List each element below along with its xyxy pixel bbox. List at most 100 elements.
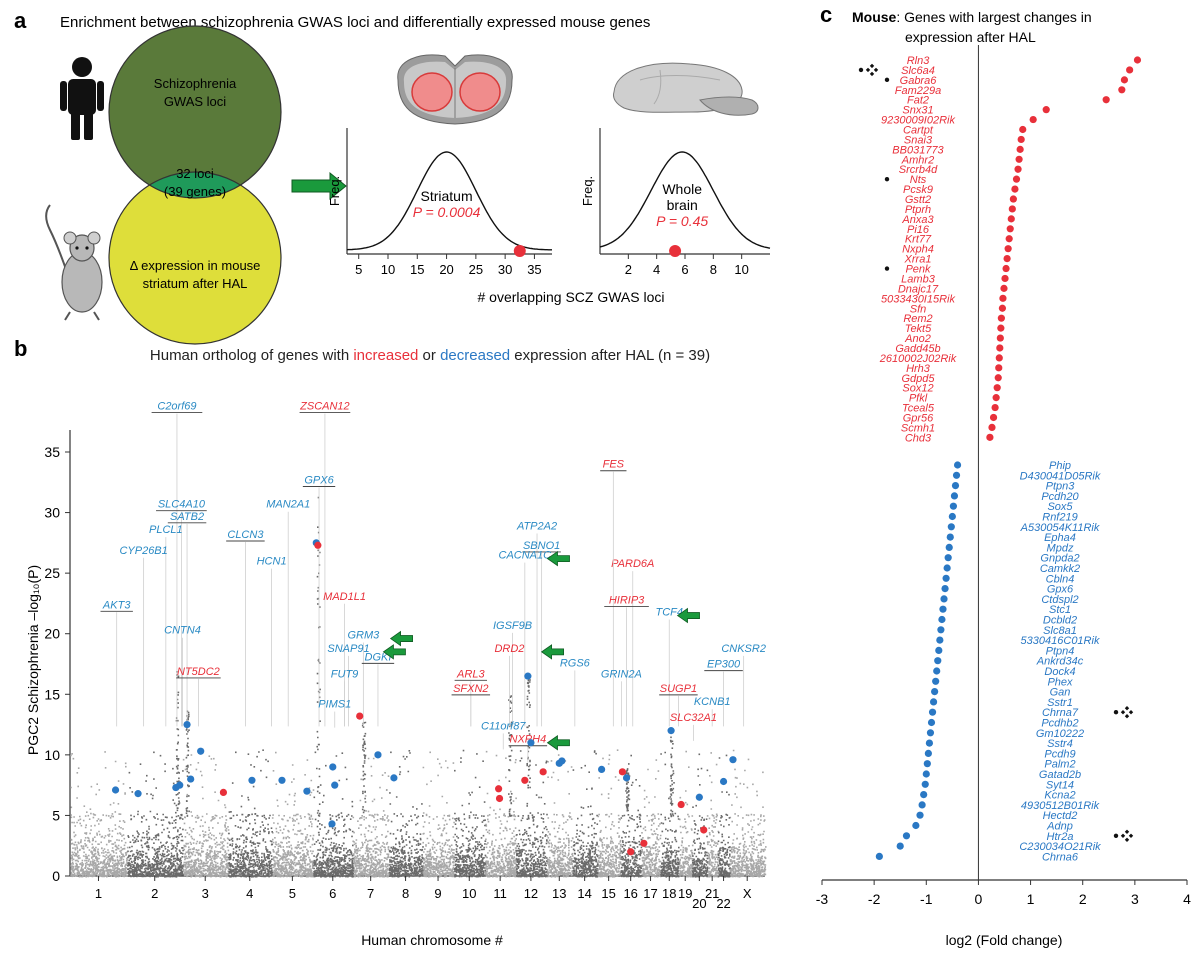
green-arrow <box>546 550 570 567</box>
increased-gene-label: Xrra1 <box>904 254 932 266</box>
chromosome-tick-label: 7 <box>367 886 374 901</box>
increased-point <box>997 324 1005 332</box>
venn-top-label-1: Schizophrenia <box>154 76 237 91</box>
dist-tick-label: 4 <box>653 262 660 277</box>
decreased-point <box>902 832 911 840</box>
dist-name: brain <box>667 197 698 213</box>
panel-c-title-bold: Mouse <box>852 9 897 25</box>
gene-label: DRD2 <box>494 643 524 655</box>
manhattan-y-tick-label: 30 <box>44 505 60 521</box>
decreased-point <box>875 852 883 861</box>
decreased-point <box>927 718 936 727</box>
decreased-point <box>942 574 950 582</box>
increased-gene-label: Anxa3 <box>901 214 934 226</box>
fold-x-tick-label: 3 <box>1131 891 1139 907</box>
chromosome-tick-label: 15 <box>601 886 615 901</box>
highlighted-point <box>622 774 631 782</box>
dist-tick-label: 10 <box>734 262 748 277</box>
highlighted-point <box>729 756 737 764</box>
dist-tick-label: 30 <box>498 262 512 277</box>
decreased-gene-label: Ptpn4 <box>1046 645 1075 657</box>
dist-ylabel: Freq. <box>327 176 342 206</box>
highlighted-point <box>248 776 256 784</box>
manhattan-y-tick-label: 25 <box>44 565 60 581</box>
gene-label: PARD6A <box>611 558 654 570</box>
decreased-point <box>940 595 948 603</box>
decreased-gene-label: C230034O21Rik <box>1019 841 1101 853</box>
increased-point <box>998 304 1007 312</box>
gene-label: MAD1L1 <box>323 591 366 603</box>
highlighted-point <box>134 790 142 798</box>
increased-genes: Rln3Slc6a4Gabra6Fam229aFat2Snx319230009I… <box>858 55 1142 444</box>
decreased-point <box>926 729 935 737</box>
dist-tick-label: 15 <box>410 262 424 277</box>
dist-observed-point <box>513 245 526 257</box>
highlighted-point <box>677 800 685 809</box>
gene-label: AKT3 <box>102 599 131 611</box>
decreased-point <box>933 667 941 675</box>
increased-gene-label: Pfkl <box>909 393 928 405</box>
gene-label: CACNA1C <box>499 550 552 562</box>
gene-marker-cluster <box>1124 829 1130 834</box>
increased-point <box>995 364 1003 372</box>
gene-label: ZSCAN12 <box>299 401 350 413</box>
decreased-point <box>934 657 942 665</box>
decreased-gene-label: A530054K11Rik <box>1020 522 1100 534</box>
highlighted-points <box>111 539 737 856</box>
dist-tick-label: 10 <box>381 262 395 277</box>
gene-label: PLCL1 <box>149 524 183 536</box>
decreased-gene-label: Gan <box>1050 687 1071 699</box>
decreased-point <box>929 698 938 706</box>
dist-curve <box>346 151 552 251</box>
increased-gene-label: Sfn <box>910 303 927 315</box>
decreased-point <box>925 739 934 747</box>
manhattan-y-tick-label: 35 <box>44 444 60 460</box>
highlighted-point <box>558 757 566 765</box>
gene-label: CYP26B1 <box>119 545 167 557</box>
decreased-point <box>928 708 937 716</box>
increased-gene-label: Gadd45b <box>895 343 940 355</box>
gene-label: HCN1 <box>257 556 287 568</box>
gene-label: SUGP1 <box>660 683 697 695</box>
decreased-point <box>896 842 904 850</box>
highlighted-point <box>374 751 382 759</box>
decreased-point <box>931 688 939 696</box>
highlighted-point <box>303 787 311 795</box>
increased-point <box>1015 155 1023 163</box>
decreased-point <box>945 543 953 552</box>
increased-point <box>1011 185 1019 193</box>
panel-b: b Human ortholog of genes with increased… <box>14 336 767 948</box>
venn-diagram: Schizophrenia GWAS loci 32 loci (39 gene… <box>108 25 282 345</box>
gene-label: HIRIP3 <box>609 594 645 606</box>
dist-name: Whole <box>662 181 702 197</box>
highlighted-point <box>328 820 336 828</box>
increased-gene-label: Ano2 <box>904 333 931 345</box>
chromosome-tick-label: 20 <box>692 896 706 911</box>
dist-p-value: P = 0.0004 <box>413 204 481 220</box>
fold-x-tick-label: -2 <box>868 891 881 907</box>
manhattan-y-tick-label: 15 <box>44 686 60 702</box>
increased-gene-label: Dnajc17 <box>898 283 939 295</box>
chromosome-tick-label: 10 <box>462 886 476 901</box>
green-arrow <box>382 644 406 660</box>
gene-label: TCF4 <box>656 607 684 619</box>
increased-point <box>994 374 1002 382</box>
gene-label: SFXN2 <box>453 683 488 695</box>
gene-marker-cluster <box>869 71 875 77</box>
decreased-point <box>932 677 940 685</box>
highlighted-point <box>495 785 503 793</box>
decreased-gene-label: Gnpda2 <box>1040 553 1079 565</box>
increased-point <box>1133 56 1142 64</box>
venn-bottom-label-2: striatum after HAL <box>143 276 248 291</box>
panel-b-title: Human ortholog of genes with increased o… <box>150 347 710 364</box>
venn-overlap <box>149 171 241 198</box>
highlighted-point <box>695 793 703 801</box>
highlighted-point <box>627 848 635 856</box>
increased-gene-label: Krt77 <box>905 234 932 246</box>
increased-gene-label: Lamb3 <box>901 273 936 285</box>
gene-label: SNAP91 <box>327 643 369 655</box>
increased-point <box>1009 195 1017 203</box>
gene-marker-cluster <box>1124 714 1130 719</box>
green-arrow <box>546 734 570 751</box>
gene-marker-dot <box>884 77 890 83</box>
